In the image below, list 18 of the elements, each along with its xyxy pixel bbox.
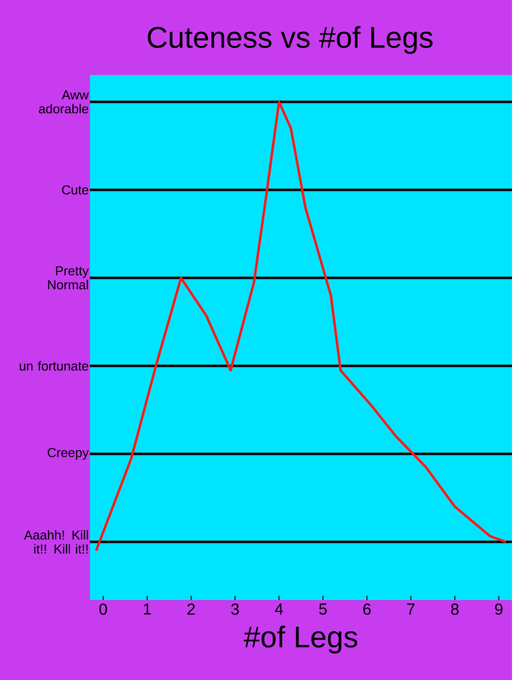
- x-tick-label: 3: [231, 604, 239, 615]
- x-axis-title: #of Legs: [244, 626, 358, 654]
- ref-line-label: Pretty Normal: [48, 266, 89, 290]
- x-tick-label: 6: [363, 604, 371, 615]
- x-tick-label: 4: [274, 604, 283, 614]
- ref-line-label: un fortunate: [20, 361, 88, 371]
- ref-line-label: Aww adorable: [38, 90, 89, 114]
- x-tick-label: 9: [495, 604, 502, 615]
- chart-title: Cuteness vs #of Legs: [148, 26, 432, 54]
- x-tick-label: 1: [144, 604, 151, 614]
- x-tick-label: 2: [187, 604, 195, 615]
- x-tick-label: 5: [319, 604, 327, 615]
- x-tick-label: 8: [450, 604, 458, 615]
- ref-line-label: Creepy: [48, 448, 89, 460]
- x-tick-label: 0: [99, 604, 107, 615]
- x-tick-label: 7: [407, 604, 414, 614]
- ref-line-label: Cute: [62, 185, 88, 194]
- ref-line-label: Aaahh! Kill it!! Kill it!!: [24, 530, 88, 554]
